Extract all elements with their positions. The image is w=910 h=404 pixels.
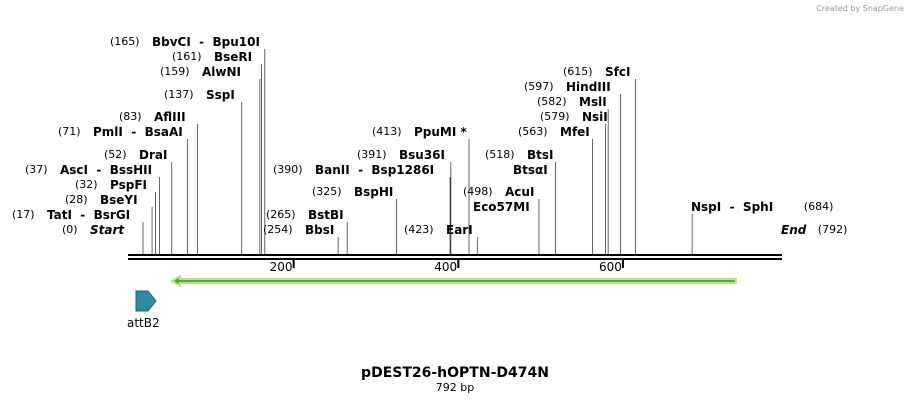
site-position: (413) xyxy=(372,125,402,138)
site-name: PmlI - BsaAI xyxy=(93,125,183,139)
site-name: HindIII xyxy=(566,80,611,94)
scale-label: 200 xyxy=(269,260,293,274)
map-title: pDEST26-hOPTN-D474N xyxy=(361,365,549,381)
orf-arrow xyxy=(170,274,737,288)
site-name: AflIII xyxy=(154,110,186,124)
site-name: MfeI xyxy=(560,125,590,139)
site-position: (325) xyxy=(312,185,342,198)
site-name: BanII - Bsp1286I xyxy=(315,163,435,177)
site-name: NsiI xyxy=(582,110,608,124)
site-position: (597) xyxy=(524,80,554,93)
site-position: (83) xyxy=(119,110,142,123)
site-name: End xyxy=(781,223,807,237)
site-position: (28) xyxy=(65,193,88,206)
site-position: (615) xyxy=(563,65,593,78)
site-position: (161) xyxy=(172,50,202,63)
site-name: BseYI xyxy=(100,193,138,207)
site-position: (71) xyxy=(58,125,81,138)
site-name: MslI xyxy=(579,95,607,109)
site-name: BspHI xyxy=(354,185,394,199)
site-position: (563) xyxy=(518,125,548,138)
site-position: (579) xyxy=(540,110,570,123)
site-name: AcuI xyxy=(505,185,535,199)
site-name: AlwNI xyxy=(202,65,241,79)
site-position: (254) xyxy=(263,223,293,236)
site-name: AscI - BssHII xyxy=(60,163,153,177)
scale-label: 600 xyxy=(598,260,622,274)
site-position: (137) xyxy=(164,88,194,101)
site-name: NspI - SphI xyxy=(691,200,774,214)
feature-arrow xyxy=(135,290,157,312)
site-position: (52) xyxy=(104,148,127,161)
site-position: (32) xyxy=(75,178,98,191)
site-name: Start xyxy=(90,223,125,237)
site-name: BtsαI xyxy=(513,163,548,177)
site-position: (582) xyxy=(537,95,567,108)
site-position: (165) xyxy=(110,35,140,48)
site-name: Eco57MI xyxy=(473,200,530,214)
site-name: BbsI xyxy=(305,223,335,237)
site-name: BseRI xyxy=(214,50,253,64)
site-name: Bsu36I xyxy=(399,148,445,162)
site-position: (498) xyxy=(463,185,493,198)
site-position: (0) xyxy=(62,223,78,236)
site-position: (684) xyxy=(803,200,834,213)
site-position: (792) xyxy=(817,223,848,236)
scale-label: 400 xyxy=(434,260,458,274)
watermark: Created by SnapGene xyxy=(816,4,904,13)
site-position: (159) xyxy=(160,65,190,78)
site-name: BstBI xyxy=(308,208,344,222)
site-position: (265) xyxy=(266,208,296,221)
site-name: TatI - BsrGI xyxy=(47,208,131,222)
map-length: 792 bp xyxy=(435,381,475,394)
site-name: PspFI xyxy=(110,178,147,192)
site-name: DraI xyxy=(139,148,168,162)
feature-label: attB2 xyxy=(127,316,160,330)
site-position: (37) xyxy=(25,163,48,176)
site-name: SfcI xyxy=(605,65,631,79)
site-position: (518) xyxy=(485,148,515,161)
site-position: (391) xyxy=(357,148,387,161)
site-name: SspI xyxy=(206,88,235,102)
site-name: EarI xyxy=(446,223,473,237)
site-position: (17) xyxy=(12,208,35,221)
site-name: PpuMI * xyxy=(414,125,467,139)
site-position: (423) xyxy=(404,223,434,236)
site-position: (390) xyxy=(273,163,303,176)
site-name: BbvCI - Bpu10I xyxy=(152,35,260,49)
site-name: BtsI xyxy=(527,148,554,162)
